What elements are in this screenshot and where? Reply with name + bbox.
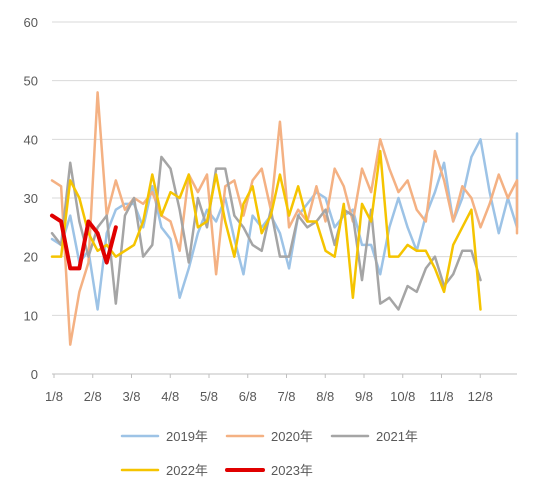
y-tick-label: 50 <box>24 74 38 89</box>
x-tick-label: 10/8 <box>390 389 415 404</box>
x-tick-label: 3/8 <box>122 389 140 404</box>
legend: 2019年 2020年 2021年 2022年 2023年 <box>120 429 418 478</box>
series-line-2021年 <box>50 155 482 311</box>
y-tick-label: 40 <box>24 132 38 147</box>
y-tick-label: 0 <box>31 367 38 382</box>
y-tick-label: 30 <box>24 191 38 206</box>
series-line-2022年 <box>50 149 482 311</box>
x-tick-label: 4/8 <box>161 389 179 404</box>
x-tick-label: 11/8 <box>429 389 453 404</box>
x-tick-label: 8/8 <box>316 389 334 404</box>
x-tick-label: 6/8 <box>239 389 257 404</box>
legend-label: 2019年 <box>166 429 208 444</box>
x-tick-label: 5/8 <box>200 389 218 404</box>
series-line-2019年 <box>50 132 519 311</box>
x-tick-label: 12/8 <box>468 389 493 404</box>
series-line-2020年 <box>50 91 519 346</box>
series-line-2023年 <box>50 213 118 271</box>
axes: 0 10 20 30 40 50 60 1/8 2/8 3/8 4/8 5/8 6/8 7/8 8/8 9/8… <box>24 15 517 404</box>
legend-label: 2020年 <box>271 429 313 444</box>
y-tick-label: 20 <box>24 250 38 265</box>
legend-label: 2021年 <box>376 429 418 444</box>
y-tick-label: 10 <box>24 308 38 323</box>
y-tick-label: 60 <box>24 15 38 30</box>
series-lines <box>50 91 519 346</box>
x-tick-label: 9/8 <box>355 389 373 404</box>
x-tick-label: 7/8 <box>277 389 295 404</box>
x-tick-label: 2/8 <box>84 389 102 404</box>
x-tick-label: 1/8 <box>45 389 63 404</box>
legend-label: 2022年 <box>166 463 208 478</box>
legend-label: 2023年 <box>271 463 313 478</box>
